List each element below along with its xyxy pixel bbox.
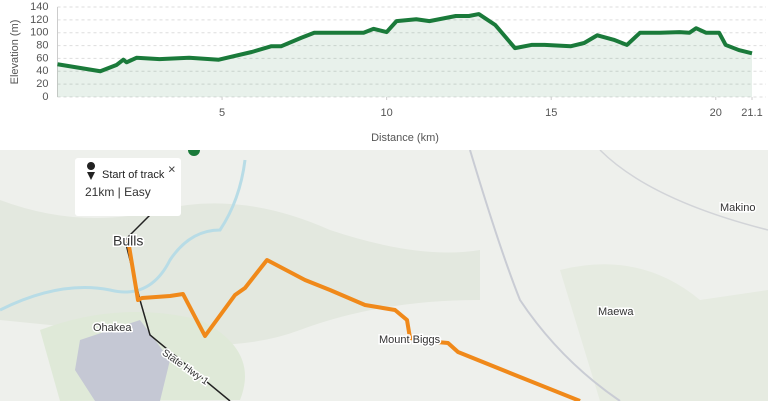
x-tick-label: 5	[219, 107, 225, 119]
river	[0, 159, 247, 312]
y-tick-label: 60	[36, 52, 48, 64]
y-tick-label: 40	[36, 65, 48, 77]
place-label: Mount Biggs	[379, 334, 441, 346]
popup-box	[75, 158, 181, 216]
place-label: Bulls	[113, 233, 143, 249]
place-label: Maewa	[598, 306, 634, 318]
map: Bulls Ohakea Mount Biggs Maewa Makino St…	[0, 144, 768, 401]
terrain	[0, 200, 480, 345]
elevation-area	[57, 14, 752, 98]
track	[126, 239, 581, 401]
place-label: Ohakea	[93, 322, 132, 334]
y-tick-label: 140	[30, 1, 48, 13]
terrain	[560, 264, 768, 401]
x-tick-label: 15	[545, 107, 557, 119]
x-tick-label: 10	[381, 107, 393, 119]
popup: Start of track 21km | Easy ×	[75, 158, 181, 216]
pin-icon	[87, 162, 96, 180]
elevation-line	[57, 12, 753, 74]
road	[599, 149, 768, 231]
x-axis-label: Distance (km)	[371, 132, 439, 144]
close-button[interactable]: ×	[168, 161, 176, 176]
y-tick-label: 0	[42, 91, 48, 103]
y-tick-label: 100	[30, 27, 48, 39]
popup-subtitle: 21km | Easy	[85, 185, 151, 199]
y-tick-label: 80	[36, 39, 48, 51]
chart-background	[0, 0, 768, 150]
popup-title: Start of track	[102, 169, 165, 181]
x-tick-label: 21.1	[741, 107, 762, 119]
airfield	[75, 320, 170, 401]
y-tick-label: 120	[30, 14, 48, 26]
x-tick-label: 20	[710, 107, 722, 119]
road	[469, 149, 621, 401]
place-label: Makino	[720, 202, 755, 214]
y-axis-label: Elevation (m)	[9, 20, 21, 85]
y-tick-label: 20	[36, 78, 48, 90]
